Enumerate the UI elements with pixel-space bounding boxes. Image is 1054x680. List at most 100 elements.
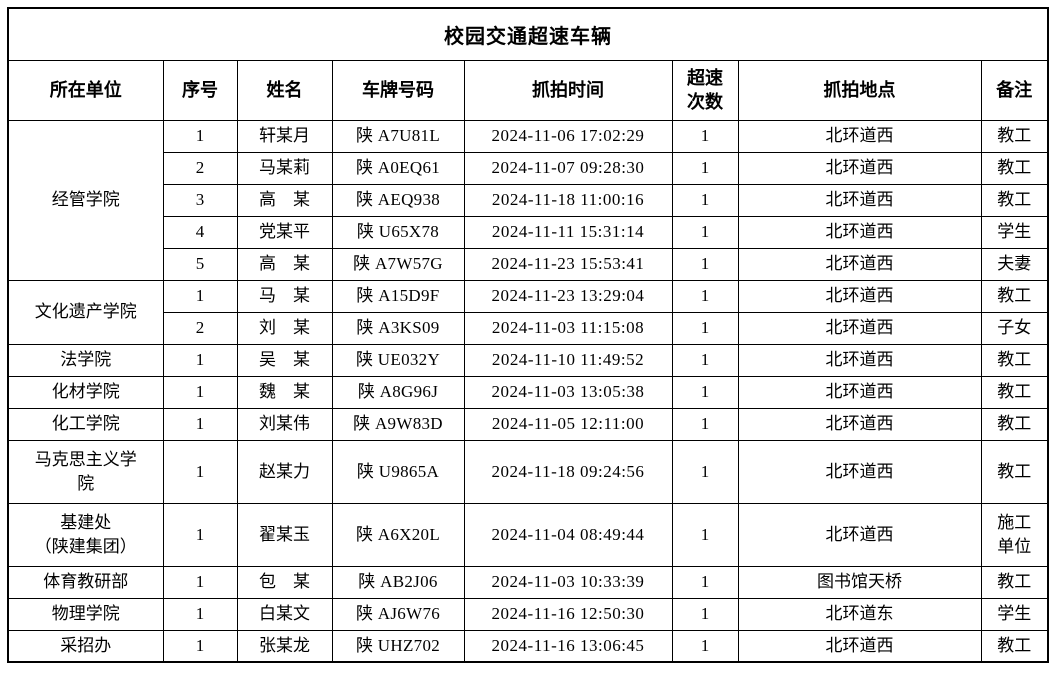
cell-plate: 陕 U65X78 [331,215,465,249]
table-row: 化工学院 1 刘某伟陕 A9W83D 2024-11-05 12:11:00 1 北环道西… [7,407,1049,441]
cell-remark: 教工 [980,565,1049,599]
cell-count: 1 [671,247,739,281]
cell-no: 2 [162,151,238,185]
cell-name: 翟某玉 [236,502,333,567]
col-header-location: 抓拍地点 [737,59,982,121]
cell-location: 北环道西 [737,279,982,313]
cell-unit: 马克思主义学 院 [7,439,164,504]
header-row: 所在单位 序号 姓名 车牌号码 抓拍时间 超速 次数 抓拍地点 备注 [7,59,1049,121]
cell-remark: 教工 [980,151,1049,185]
cell-time: 2024-11-16 13:06:45 [463,629,673,663]
cell-count: 1 [671,629,739,663]
cell-plate: 陕 A7U81L [331,119,465,153]
cell-location: 北环道东 [737,597,982,631]
cell-plate: 陕 AEQ938 [331,183,465,217]
cell-time: 2024-11-23 13:29:04 [463,279,673,313]
table-row: 采招办 1 张某龙陕 UHZ702 2024-11-16 13:06:45 1 北环道西教… [7,629,1049,663]
cell-time: 2024-11-23 15:53:41 [463,247,673,281]
cell-location: 图书馆天桥 [737,565,982,599]
cell-time: 2024-11-06 17:02:29 [463,119,673,153]
cell-plate: 陕 A3KS09 [331,311,465,345]
cell-count: 1 [671,279,739,313]
cell-plate: 陕 A6X20L [331,502,465,567]
cell-location: 北环道西 [737,375,982,409]
cell-name: 刘某伟 [236,407,333,441]
table-row: 体育教研部 1 包 某陕 AB2J06 2024-11-03 10:33:39 1 图书馆… [7,565,1049,599]
cell-no: 1 [162,629,238,663]
cell-remark: 夫妻 [980,247,1049,281]
table-row: 物理学院 1 白某文陕 AJ6W76 2024-11-16 12:50:30 1 北环道东… [7,597,1049,631]
cell-location: 北环道西 [737,183,982,217]
cell-unit: 基建处 （陕建集团） [7,502,164,567]
cell-plate: 陕 U9865A [331,439,465,504]
cell-remark: 学生 [980,597,1049,631]
cell-plate: 陕 A0EQ61 [331,151,465,185]
cell-time: 2024-11-03 13:05:38 [463,375,673,409]
cell-name: 张某龙 [236,629,333,663]
cell-location: 北环道西 [737,343,982,377]
cell-remark: 学生 [980,215,1049,249]
cell-no: 1 [162,565,238,599]
cell-count: 1 [671,565,739,599]
cell-remark: 教工 [980,375,1049,409]
cell-no: 2 [162,311,238,345]
cell-count: 1 [671,311,739,345]
cell-time: 2024-11-11 15:31:14 [463,215,673,249]
cell-count: 1 [671,215,739,249]
cell-name: 白某文 [236,597,333,631]
cell-remark: 教工 [980,119,1049,153]
cell-time: 2024-11-18 11:00:16 [463,183,673,217]
cell-location: 北环道西 [737,311,982,345]
col-header-plate: 车牌号码 [331,59,465,121]
cell-unit: 物理学院 [7,597,164,631]
table-row: 4 党某平陕 U65X78 2024-11-11 15:31:14 1 北环道西 学生 [8,215,1049,249]
cell-remark: 教工 [980,279,1049,313]
col-header-remark: 备注 [980,59,1049,121]
cell-count: 1 [671,439,739,504]
cell-location: 北环道西 [737,247,982,281]
cell-location: 北环道西 [737,407,982,441]
cell-count: 1 [671,375,739,409]
table-row: 化材学院 1 魏 某陕 A8G96J 2024-11-03 13:05:38 1 北环道西… [7,375,1049,409]
cell-count: 1 [671,407,739,441]
cell-no: 1 [162,502,238,567]
cell-no: 1 [162,597,238,631]
cell-location: 北环道西 [737,119,982,153]
col-header-name: 姓名 [236,59,333,121]
cell-remark: 子女 [980,311,1049,345]
cell-unit: 经管学院 [7,119,164,281]
cell-name: 高 某 [236,183,333,217]
cell-plate: 陕 A9W83D [331,407,465,441]
cell-remark: 教工 [980,343,1049,377]
cell-unit: 采招办 [7,629,164,663]
cell-unit: 化材学院 [7,375,164,409]
cell-count: 1 [671,151,739,185]
cell-location: 北环道西 [737,215,982,249]
col-header-time: 抓拍时间 [463,59,673,121]
cell-remark: 施工 单位 [980,502,1049,567]
table-row: 经管学院 1 轩某月陕 A7U81L 2024-11-06 17:02:29 1 北环道西… [7,119,1049,281]
col-header-unit: 所在单位 [7,59,164,121]
cell-name: 马某莉 [236,151,333,185]
cell-no: 4 [162,215,238,249]
cell-unit: 法学院 [7,343,164,377]
cell-plate: 陕 A15D9F [331,279,465,313]
table-row: 法学院 1 吴 某陕 UE032Y 2024-11-10 11:49:52 1 北环道西教… [7,343,1049,377]
cell-name: 刘 某 [236,311,333,345]
cell-location: 北环道西 [737,151,982,185]
cell-name: 包 某 [236,565,333,599]
cell-no: 1 [162,119,238,153]
cell-plate: 陕 UHZ702 [331,629,465,663]
cell-location: 北环道西 [737,629,982,663]
table-row: 基建处 （陕建集团） 1 翟某玉陕 A6X20L 2024-11-04 08:49:4… [7,502,1049,567]
cell-count: 1 [671,597,739,631]
cell-no: 3 [162,183,238,217]
cell-plate: 陕 A8G96J [331,375,465,409]
cell-location: 北环道西 [737,502,982,567]
col-header-count: 超速 次数 [671,59,739,121]
cell-time: 2024-11-16 12:50:30 [463,597,673,631]
cell-plate: 陕 A7W57G [331,247,465,281]
